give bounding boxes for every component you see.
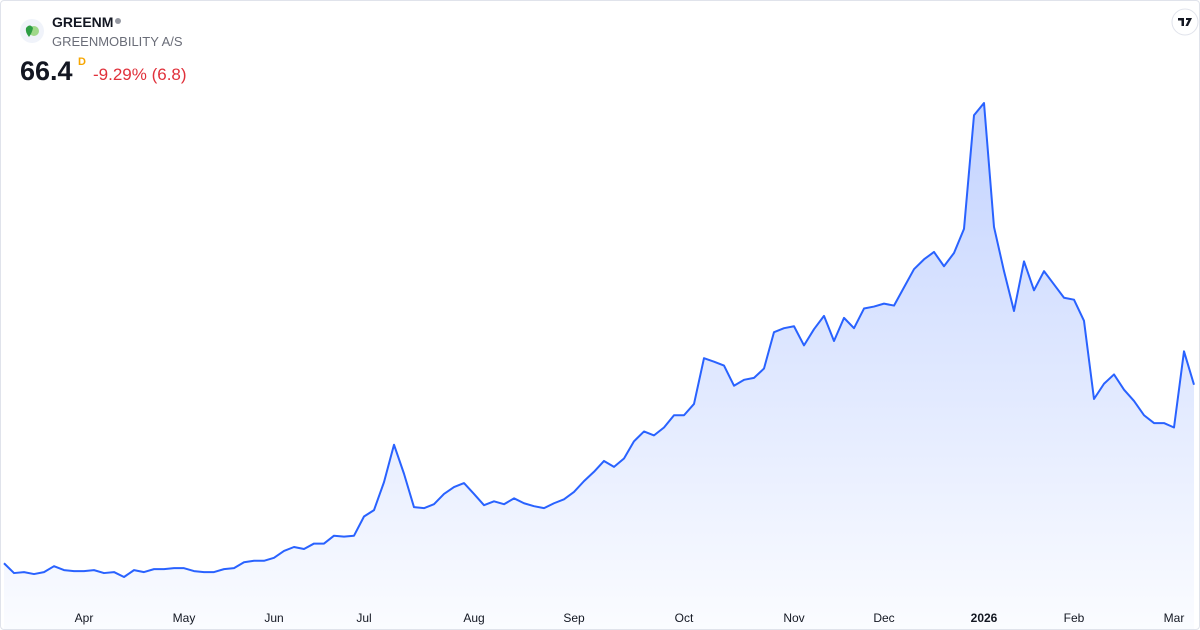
price-line	[3, 102, 1195, 578]
area-fill	[4, 103, 1194, 629]
x-tick-label: Feb	[1064, 611, 1085, 625]
interval: D	[78, 56, 86, 68]
price: 66.4	[20, 56, 73, 86]
x-tick-label: 2026	[971, 611, 998, 625]
x-tick-label: Mar	[1164, 611, 1185, 625]
change: -9.29% (6.8)	[93, 65, 187, 84]
x-tick-label: Dec	[873, 611, 894, 625]
x-axis: Apr May Jun Jul Aug Sep Oct Nov Dec 2026 Feb Mar	[75, 611, 1185, 625]
x-tick-label: Nov	[783, 611, 804, 625]
series	[3, 102, 1195, 629]
x-tick-label: May	[173, 611, 196, 625]
x-tick-label: Jul	[356, 611, 371, 625]
x-tick-label: Oct	[675, 611, 694, 625]
x-tick-label: Aug	[463, 611, 484, 625]
x-tick-label: Jun	[264, 611, 283, 625]
symbol: GREENM	[52, 14, 114, 30]
logo	[20, 19, 44, 43]
tv-logo[interactable]	[1171, 8, 1199, 36]
x-tick-label: Apr	[75, 611, 94, 625]
status-dot	[115, 18, 121, 24]
company-name: GREENMOBILITY A/S	[52, 34, 183, 49]
x-tick-label: Sep	[563, 611, 585, 625]
